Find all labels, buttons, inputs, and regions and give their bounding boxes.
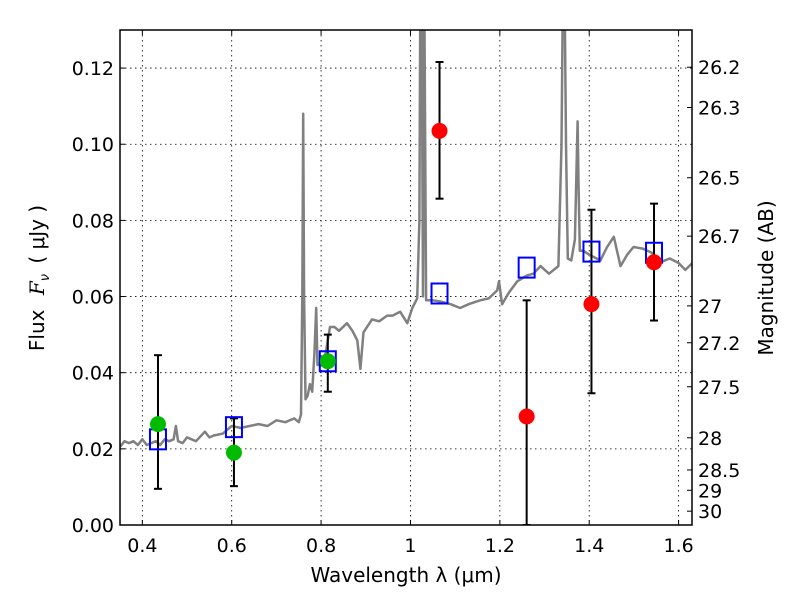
data-point xyxy=(319,353,336,370)
model-photometry-square xyxy=(430,282,449,305)
y2-tick-label: 26.5 xyxy=(698,168,740,190)
data-point xyxy=(149,416,166,433)
model-photometry-square xyxy=(224,416,243,439)
plot-marks xyxy=(120,30,692,525)
data-point xyxy=(225,444,242,461)
model-photometry-square xyxy=(582,240,601,263)
y2-tick-label: 26.7 xyxy=(698,226,740,248)
x-tick-label: 1.4 xyxy=(574,535,604,557)
x-tick-label: 1.6 xyxy=(663,535,693,557)
x-tick-label: 1 xyxy=(404,535,416,557)
y-tick-label: 0.08 xyxy=(72,210,114,232)
model-photometry-square xyxy=(517,256,536,279)
y2-tick-label: 27.5 xyxy=(698,377,740,399)
y2-tick-label: 26.2 xyxy=(698,57,740,79)
y2-tick-label: 30 xyxy=(698,501,722,523)
x-tick-label: 0.4 xyxy=(127,535,157,557)
y-tick-label: 0.00 xyxy=(72,515,114,537)
spectrum-line xyxy=(120,30,692,448)
data-point xyxy=(431,122,448,139)
y-tick-label: 0.02 xyxy=(72,439,114,461)
y-tick-label: 0.06 xyxy=(72,287,114,309)
y2-tick-label: 27 xyxy=(698,296,722,318)
data-point xyxy=(583,296,600,313)
x-tick-label: 0.6 xyxy=(217,535,247,557)
y-tick-label: 0.12 xyxy=(72,58,114,80)
y2-tick-label: 29 xyxy=(698,480,722,502)
y2-tick-label: 26.3 xyxy=(698,97,740,119)
y2-tick-label: 28.5 xyxy=(698,460,740,482)
data-point xyxy=(518,408,535,425)
y-tick-label: 0.04 xyxy=(72,363,114,385)
plot-frame xyxy=(119,29,693,526)
y2-tick-label: 28 xyxy=(698,428,722,450)
x-tick-label: 0.8 xyxy=(306,535,336,557)
y-axis-label: Flux Fν ( μJy ) xyxy=(25,205,53,351)
y2-tick-label: 27.2 xyxy=(698,333,740,355)
x-tick-label: 1.2 xyxy=(485,535,515,557)
y2-axis-label: Magnitude (AB) xyxy=(754,200,778,355)
x-axis-label: Wavelength λ (μm) xyxy=(310,563,501,587)
y-tick-label: 0.10 xyxy=(72,134,114,156)
data-point xyxy=(646,254,663,271)
ticks: 0.4 0.6 0.8 1 1.2 1.4 1.6 0.00 0.02 0.04 0.06 0.08 0… xyxy=(72,30,740,557)
